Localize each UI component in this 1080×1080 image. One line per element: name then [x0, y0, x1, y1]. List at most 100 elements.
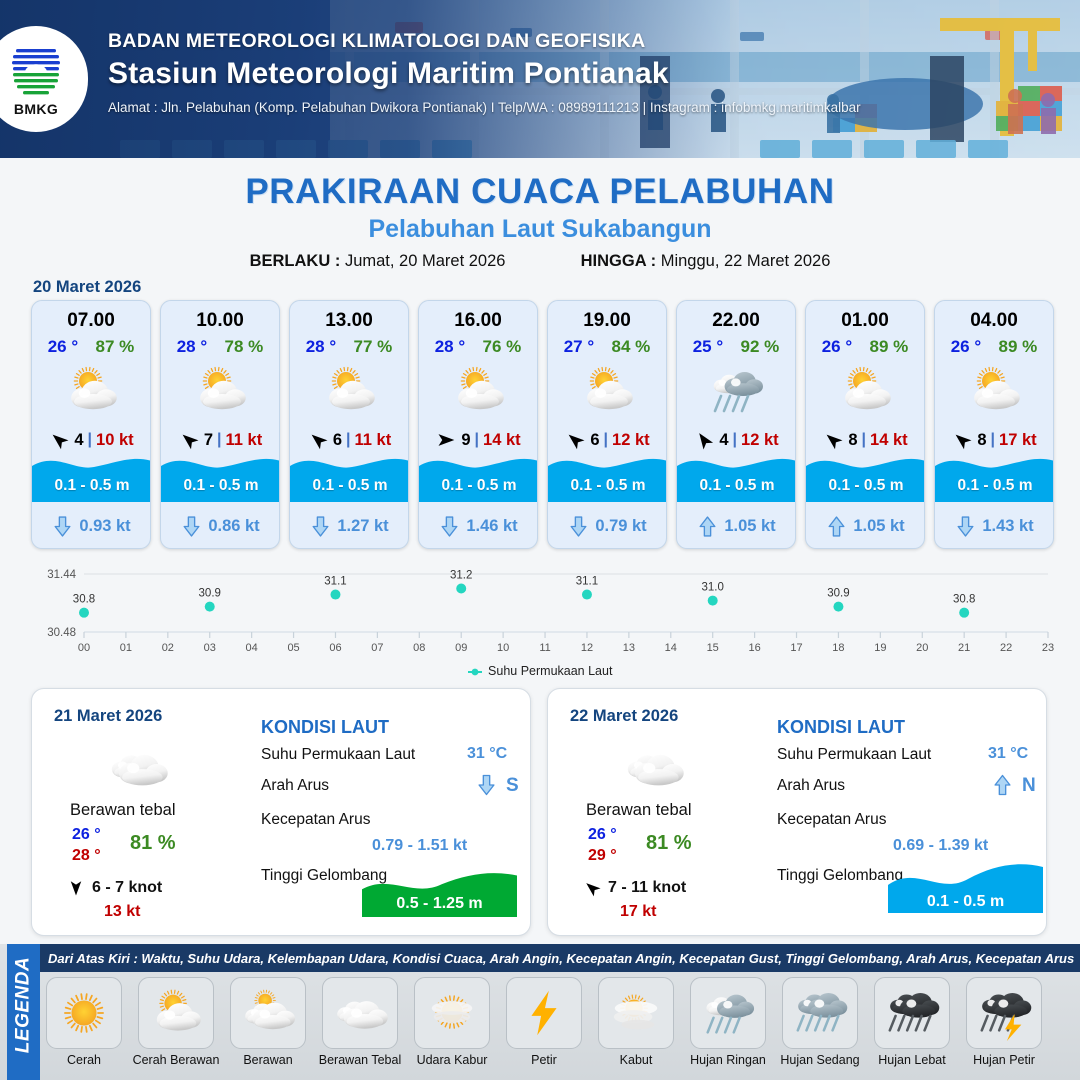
humidity: 76 %	[482, 337, 522, 356]
wave-height-label: Tinggi Gelombang	[777, 867, 904, 884]
svg-text:18: 18	[832, 642, 844, 654]
sst-value: 31 °C	[467, 745, 508, 762]
legend-item-label: Hujan Petir	[973, 1053, 1035, 1067]
current-speed: 1.43 kt	[982, 517, 1034, 535]
agency-name: BADAN METEOROLOGI KLIMATOLOGI DAN GEOFIS…	[108, 30, 646, 52]
temp-humidity-row: 27 ° 84 %	[548, 337, 666, 357]
wind-direction-icon	[182, 434, 199, 450]
legend-item-label: Kabut	[619, 1053, 653, 1067]
hourly-forecast-card: 19.00 27 ° 84 %	[547, 300, 667, 549]
current-speed: 0.93 kt	[79, 517, 131, 535]
svg-text:30.9: 30.9	[199, 588, 221, 600]
forecast-time: 13.00	[325, 310, 373, 331]
legend-item-label: Hujan Sedang	[780, 1053, 860, 1067]
wind-separator: |	[732, 431, 738, 448]
wave-height: 0.1 - 0.5 m	[312, 477, 388, 494]
wind-row: 6 | 11 kt	[290, 428, 408, 452]
daily-wave-value: 0.5 - 1.25 m	[396, 895, 483, 912]
current-speed: 1.05 kt	[853, 517, 905, 535]
daily-current-arrow	[477, 773, 496, 802]
daily-wind-row: 7 - 11 knot	[582, 879, 686, 897]
daily-forecast-panel: 21 Maret 2026	[31, 688, 531, 936]
hourly-forecast-card: 07.00 26 ° 87 %	[31, 300, 151, 549]
daily-gust: 17 kt	[620, 903, 657, 920]
wind-row: 4 | 12 kt	[677, 428, 795, 452]
wind-row: 6 | 12 kt	[548, 428, 666, 452]
current-direction-icon	[957, 516, 974, 537]
wind-separator: |	[603, 431, 609, 448]
daily-forecast-row: 21 Maret 2026	[31, 688, 1047, 936]
weather-condition-icon	[290, 360, 408, 422]
wind-speed: 4	[74, 430, 84, 449]
bmkg-logo-icon	[12, 48, 60, 94]
humidity: 78 %	[224, 337, 264, 356]
daily-wind-range: 7 - 11 knot	[608, 879, 687, 896]
wind-direction-icon	[955, 434, 972, 450]
temp-humidity-row: 25 ° 92 %	[677, 337, 795, 357]
sea-condition-title: KONDISI LAUT	[777, 717, 905, 737]
sea-condition-title: KONDISI LAUT	[261, 717, 389, 737]
wave-height-band	[935, 458, 1053, 502]
wind-speed: 8	[848, 430, 858, 449]
current-row: 0.86 kt	[161, 515, 279, 538]
current-direction-value: N	[1022, 775, 1036, 796]
daily-gust: 13 kt	[104, 903, 141, 920]
legend-side-bar: LEGENDA	[7, 944, 40, 1080]
svg-text:30.8: 30.8	[953, 594, 975, 606]
header-gradient-overlay	[0, 0, 740, 158]
daily-weather-icon	[106, 737, 168, 804]
forecast-time: 10.00	[196, 310, 244, 331]
temp-humidity-row: 26 ° 89 %	[806, 337, 924, 357]
svg-text:01: 01	[120, 642, 132, 654]
svg-text:22: 22	[1000, 642, 1012, 654]
current-speed-value: 0.79 - 1.51 kt	[372, 837, 468, 854]
page-header: BMKG BADAN METEOROLOGI KLIMATOLOGI DAN G…	[0, 0, 1080, 158]
bmkg-logo: BMKG	[0, 26, 88, 132]
sst-label: Suhu Permukaan Laut	[261, 746, 416, 763]
temp-humidity-row: 26 ° 87 %	[32, 337, 150, 357]
legend-items-row: Cerah Cerah Berawan	[42, 977, 1046, 1067]
humidity: 89 %	[998, 337, 1038, 356]
svg-text:30.48: 30.48	[47, 627, 76, 639]
gust-speed: 11 kt	[354, 430, 392, 449]
wind-separator: |	[990, 431, 996, 448]
wind-row: 9 | 14 kt	[419, 428, 537, 452]
humidity: 89 %	[869, 337, 909, 356]
legend-icon-petir	[506, 977, 582, 1049]
forecast-day-label: 20 Maret 2026	[33, 278, 142, 296]
svg-text:31.2: 31.2	[450, 570, 472, 582]
legend-item-label: Petir	[531, 1053, 557, 1067]
sst-label: Suhu Permukaan Laut	[777, 746, 932, 763]
current-row: 0.93 kt	[32, 515, 150, 538]
humidity: 87 %	[95, 337, 135, 356]
humidity: 77 %	[353, 337, 393, 356]
daily-weather-icon	[622, 737, 684, 804]
current-direction-icon	[441, 516, 458, 537]
current-direction-icon	[312, 516, 329, 537]
header-text-block: BADAN METEOROLOGI KLIMATOLOGI DAN GEOFIS…	[108, 30, 861, 115]
wind-speed: 9	[461, 430, 471, 449]
legend-item: Cerah Berawan	[133, 977, 219, 1067]
forecast-time: 19.00	[583, 310, 631, 331]
daily-temp-min: 26 °	[72, 826, 101, 843]
current-row: 1.27 kt	[290, 515, 408, 538]
legend-item-label: Berawan Tebal	[318, 1053, 402, 1067]
current-direction-icon	[828, 516, 845, 537]
hourly-forecast-card: 10.00 28 ° 78 %	[160, 300, 280, 549]
hourly-forecast-row: 07.00 26 ° 87 %	[31, 300, 1054, 549]
wave-height: 0.1 - 0.5 m	[957, 477, 1033, 494]
daily-condition: Berawan tebal	[70, 801, 176, 819]
legend-icon-cerah	[46, 977, 122, 1049]
gust-speed: 14 kt	[870, 430, 908, 449]
forecast-time: 22.00	[712, 310, 760, 331]
daily-condition: Berawan tebal	[586, 801, 692, 819]
temp-humidity-row: 28 ° 77 %	[290, 337, 408, 357]
gust-speed: 14 kt	[483, 430, 521, 449]
hourly-forecast-card: 01.00 26 ° 89 %	[805, 300, 925, 549]
svg-text:06: 06	[329, 642, 341, 654]
svg-text:02: 02	[162, 642, 174, 654]
humidity: 92 %	[740, 337, 780, 356]
weather-condition-icon	[32, 360, 150, 422]
svg-text:21: 21	[958, 642, 970, 654]
